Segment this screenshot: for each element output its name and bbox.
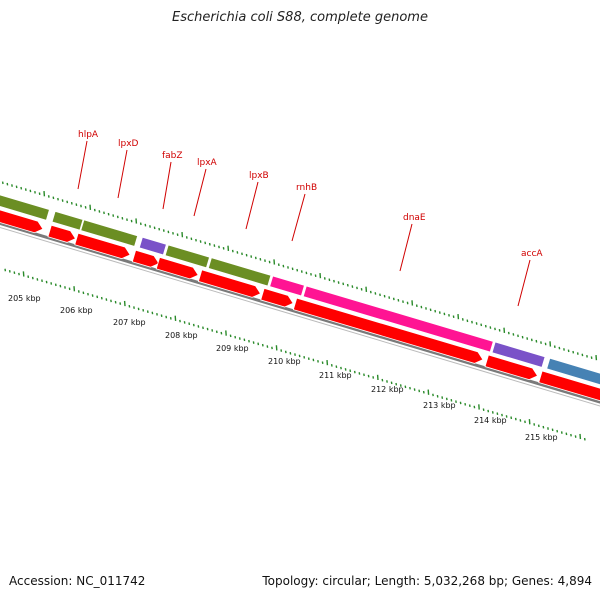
gene-leader-line [162,161,172,210]
backbone-line [0,221,600,404]
gene-label-dnaE: dnaE [403,213,426,223]
cds-arrow [292,297,484,364]
gene-block [51,210,84,231]
gene-label-accA: accA [521,249,543,259]
gene-leader-line [399,223,413,272]
cds-arrow [0,209,44,234]
cds-arrow [197,269,262,298]
gene-block [302,285,494,353]
gene-block [207,257,272,287]
gene-leader-line [517,259,531,307]
kbp-label: 213 kbp [423,401,456,410]
gene-label-fabZ: fabZ [162,151,183,161]
backbone-shadow [0,226,600,407]
lower-gc-dots [4,268,586,441]
kbp-label: 210 kbp [268,357,301,366]
kbp-label: 215 kbp [525,433,558,442]
gene-leader-line [193,168,207,217]
accession-text: Accession: NC_011742 [9,574,146,588]
kbp-label: 211 kbp [319,371,352,380]
cds-arrow [260,287,294,308]
gene-label-rnhB: rnhB [296,183,317,193]
map-title: Escherichia coli S88, complete genome [172,10,428,25]
gene-label-lpxB: lpxB [249,171,269,181]
kbp-label: 212 kbp [371,385,404,394]
cds-arrow [131,249,160,268]
kbp-label: 208 kbp [165,331,198,340]
gene-label-lpxA: lpxA [197,158,218,168]
gene-block [164,244,211,269]
gene-leader-line [77,140,88,190]
cds-arrow [47,224,77,243]
kbp-label: 206 kbp [60,306,93,315]
topology-summary: Topology: circular; Length: 5,032,268 bp… [262,574,592,588]
gene-leader-line [117,149,128,199]
gene-block [269,275,305,297]
gene-label-hlpA: hlpA [78,130,99,140]
gene-block [0,194,50,221]
gene-block [491,341,546,368]
cds-arrow [538,370,600,402]
gene-label-lpxD: lpxD [118,139,139,149]
upper-gc-dots [1,181,600,361]
gene-block [138,236,167,256]
cds-arrow [484,354,539,381]
gene-block [80,219,139,247]
kbp-label: 207 kbp [113,318,146,327]
gene-leader-line [245,181,259,230]
cds-arrow [74,232,131,260]
gene-block [546,357,600,386]
gene-leader-line [291,193,306,242]
kbp-label: 214 kbp [474,416,507,425]
kbp-label: 205 kbp [8,294,41,303]
kbp-label: 209 kbp [216,344,249,353]
cds-arrow [155,256,199,280]
